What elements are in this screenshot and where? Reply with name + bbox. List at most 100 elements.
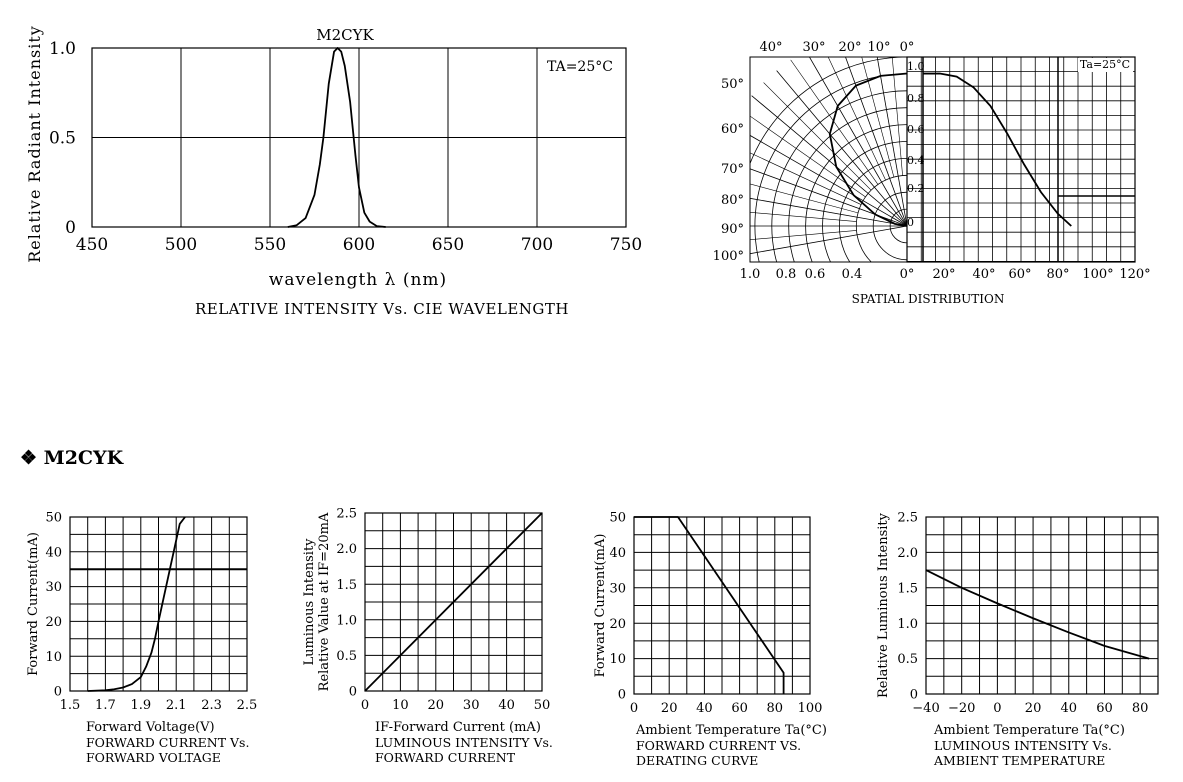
polar-spoke <box>845 57 907 227</box>
y-tick-label: 50 <box>45 511 62 526</box>
spectrum-chart: 450 500 550 600 650 700 750 0 0.5 1.0 <box>49 39 642 255</box>
diamond-icon: ❖ <box>20 447 38 469</box>
y-axis-label: Relative Luminous Intensity <box>876 512 891 698</box>
polar-angle-label: 100° <box>713 249 744 264</box>
rect-curve <box>923 72 1072 227</box>
rect-y-tick: 0.8 <box>907 92 925 105</box>
x-axis-label: IF-Forward Current (mA) <box>375 720 541 735</box>
polar-spoke-minor <box>827 57 886 181</box>
chart-caption: LUMINOUS INTENSITY Vs. <box>934 738 1112 753</box>
polar-spoke-minor <box>750 183 859 214</box>
annotation-bg <box>1078 58 1133 72</box>
chart-title: M2CYK <box>316 26 374 44</box>
polar-radius-label: 1.0 <box>740 267 761 282</box>
x-tick-label: 1.7 <box>95 698 116 713</box>
y-tick-label: 1.5 <box>336 578 357 593</box>
polar-spoke-minor <box>750 230 857 241</box>
temperature-annotation: Ta=25°C <box>1080 58 1130 71</box>
rect-x-tick: 20° <box>932 267 955 282</box>
x-axis-label: Forward Voltage(V) <box>86 720 215 735</box>
rect-x-tick: 80° <box>1046 267 1069 282</box>
y-tick-label: 0 <box>618 688 626 703</box>
y-tick-label: 2.5 <box>336 507 357 522</box>
rect-x-tick: 40° <box>972 267 995 282</box>
rect-x-tick: 60° <box>1008 267 1031 282</box>
polar-spoke <box>776 70 907 227</box>
polar-radius-label: 0.8 <box>776 267 797 282</box>
section-heading-text: M2CYK <box>43 447 124 469</box>
chart-caption: FORWARD CURRENT Vs. <box>86 735 249 750</box>
rect-y-tick: 0.2 <box>907 182 925 195</box>
polar-spoke-minor <box>861 57 895 178</box>
polar-radius-label: 0.6 <box>805 267 826 282</box>
y-tick-label: 0.5 <box>897 652 918 667</box>
plot-frame <box>364 512 543 692</box>
polar-spoke-minor <box>750 152 862 205</box>
polar-angle-label: 80° <box>721 193 744 208</box>
y-axis-label: Forward Current(mA) <box>26 532 41 676</box>
x-tick-label: 600 <box>343 235 375 255</box>
y-tick-label: 10 <box>45 650 62 665</box>
polar-spoke <box>750 225 907 255</box>
polar-radius-label: 0° <box>900 267 915 282</box>
series-line <box>364 512 543 692</box>
x-tick-label: 2.3 <box>201 698 222 713</box>
x-tick-label: 550 <box>254 235 286 255</box>
x-tick-label: 60 <box>1096 701 1113 716</box>
y-axis-label: Forward Current(mA) <box>593 534 608 678</box>
plot-frame <box>91 47 627 228</box>
x-tick-label: 750 <box>610 235 642 255</box>
x-tick-label: 1.9 <box>130 698 151 713</box>
section-heading: ❖ M2CYK <box>20 447 123 469</box>
polar-angle-label: 0° <box>900 40 915 55</box>
x-tick-label: 20 <box>661 701 678 716</box>
chart-caption: FORWARD CURRENT <box>375 750 516 765</box>
polar-angle-label: 50° <box>721 77 744 92</box>
y-axis-label: Relative Value at IF=20mA <box>317 512 332 691</box>
y-tick-label: 30 <box>45 580 62 595</box>
x-tick-label: 60 <box>731 701 748 716</box>
x-tick-label: 20 <box>1025 701 1042 716</box>
chart-caption: AMBIENT TEMPERATURE <box>933 753 1105 768</box>
polar-spoke-minor <box>790 59 879 185</box>
polar-angle-label: 60° <box>721 122 744 137</box>
x-tick-label: 40 <box>696 701 713 716</box>
rect-y-tick: 1.0 <box>907 60 925 73</box>
rect-frame <box>906 56 1136 263</box>
y-tick-label: 0 <box>349 685 357 700</box>
plot-frame <box>925 516 1159 695</box>
rect-y-tick: 0 <box>907 216 914 229</box>
chart-caption: FORWARD VOLTAGE <box>86 750 221 765</box>
x-tick-label: 0 <box>361 698 369 713</box>
y-tick-label: 20 <box>609 617 626 632</box>
series-line <box>287 47 386 228</box>
plot-frame <box>69 516 248 692</box>
polar-spoke <box>750 197 907 227</box>
x-tick-label: 50 <box>534 698 551 713</box>
rect-y-tick: 0.6 <box>907 123 925 136</box>
chart-caption: SPATIAL DISTRIBUTION <box>852 292 1005 306</box>
y-tick-label: 10 <box>609 652 626 667</box>
y-tick-label: 1.5 <box>897 581 918 596</box>
iv-chart: 1.5 1.7 1.9 2.1 2.3 2.5 0 10 20 30 40 50 <box>45 511 257 713</box>
lum_current-chart: 0 10 20 30 40 50 0 0.5 1.0 1.5 2.0 2.5 <box>336 507 550 713</box>
chart-caption: FORWARD CURRENT VS. <box>636 738 801 753</box>
polar-angle-label: 20° <box>838 40 861 55</box>
y-tick-label: 0.5 <box>49 128 76 148</box>
polar-spoke <box>750 134 907 227</box>
y-tick-label: 2.5 <box>897 511 918 526</box>
spatial-chart: Ta=25°C 40° 30° 20° 10° 0° 50° 60° 70° 80° 90° 100°… <box>713 40 1151 306</box>
rect-x-tick: 120° <box>1119 267 1150 282</box>
polar-spoke <box>808 57 907 227</box>
y-tick-label: 1.0 <box>897 617 918 632</box>
temperature-annotation: TA=25°C <box>547 59 613 75</box>
derating-chart: 0 20 40 60 80 100 0 10 20 30 40 50 <box>609 511 822 716</box>
y-tick-label: 0 <box>54 685 62 700</box>
x-tick-label: 40 <box>1060 701 1077 716</box>
polar-spoke <box>751 95 907 227</box>
lum_temp-chart: −40 −20 0 20 40 60 80 0 0.5 1.0 1.5 2.0 2.5 <box>897 511 1159 716</box>
x-tick-label: 1.5 <box>60 698 81 713</box>
y-tick-label: 2.0 <box>336 542 357 557</box>
y-axis-label: Luminous Intensity <box>302 538 317 666</box>
polar-frame <box>749 56 908 263</box>
